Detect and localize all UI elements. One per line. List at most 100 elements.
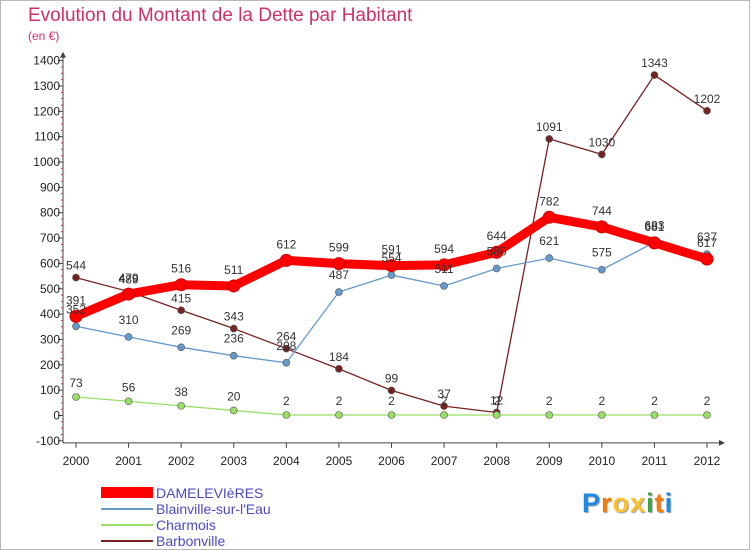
data-point-1 (72, 322, 80, 331)
data-point-3 (335, 365, 343, 373)
data-label-1: 575 (592, 246, 612, 260)
legend-label-barbonville: Barbonville (156, 533, 226, 549)
data-label-0: 599 (329, 241, 349, 255)
data-point-2 (650, 411, 659, 419)
data-point-0 (595, 220, 609, 234)
data-point-1 (335, 288, 343, 296)
x-tick-label: 2011 (642, 454, 668, 468)
y-axis-arrow-icon (60, 51, 66, 58)
data-label-0: 612 (276, 237, 296, 251)
proxiti-logo-letter: i (646, 488, 655, 518)
data-point-3 (229, 324, 238, 333)
data-label-0: 591 (381, 243, 401, 257)
y-tick-label: 800 (40, 206, 60, 220)
data-label-1: 637 (697, 230, 717, 244)
data-point-2 (387, 411, 396, 419)
proxiti-logo-letter: o (612, 488, 631, 518)
data-label-2: 2 (336, 394, 343, 408)
y-tick-label: 1300 (33, 79, 60, 93)
y-tick-label: 700 (40, 231, 60, 245)
data-label-3: 99 (385, 371, 399, 385)
data-label-1: 208 (276, 339, 296, 353)
data-point-0 (69, 309, 83, 323)
data-label-2: 2 (598, 394, 605, 408)
y-tick-label: -100 (36, 434, 60, 448)
data-label-3: 184 (329, 350, 349, 364)
legend-swatch-damelevieres (101, 487, 153, 498)
data-label-1: 554 (381, 251, 401, 265)
proxiti-logo: Proxiti (582, 488, 673, 519)
data-point-1 (124, 333, 133, 341)
data-label-2: 38 (174, 385, 188, 399)
x-tick-label: 2012 (694, 454, 721, 468)
data-label-2: 2 (441, 394, 448, 408)
legend-label-blainville: Blainville-sur-l'Eau (156, 501, 271, 517)
legend-label-charmois: Charmois (156, 517, 216, 533)
data-label-0: 744 (592, 204, 612, 218)
x-tick-label: 2004 (273, 454, 300, 468)
data-point-0 (174, 278, 188, 292)
data-label-2: 56 (122, 380, 136, 394)
x-tick-label: 2006 (378, 454, 405, 468)
data-point-1 (282, 358, 291, 367)
data-point-0 (279, 253, 293, 267)
data-point-0 (437, 258, 451, 272)
data-label-0: 479 (119, 271, 139, 285)
proxiti-logo-letter: P (582, 488, 602, 518)
data-label-3: 544 (66, 259, 86, 273)
data-label-1: 269 (171, 323, 191, 337)
y-tick-label: 100 (40, 383, 60, 397)
data-point-0 (647, 236, 661, 250)
data-label-1: 580 (487, 244, 507, 258)
data-point-2 (440, 411, 448, 419)
data-point-0 (385, 259, 398, 273)
y-tick-label: 600 (40, 256, 60, 270)
x-tick-label: 2002 (168, 454, 195, 468)
y-tick-label: 300 (40, 332, 60, 346)
y-tick-label: 200 (40, 358, 60, 372)
y-tick-label: 1000 (33, 155, 60, 169)
proxiti-logo-letter: r (601, 488, 613, 518)
data-label-2: 2 (283, 394, 290, 408)
y-tick-label: 0 (53, 409, 60, 423)
legend-swatch-barbonville (101, 540, 153, 542)
data-label-0: 617 (697, 236, 717, 250)
data-point-3 (282, 344, 291, 353)
data-label-1: 352 (66, 302, 86, 316)
data-point-0 (227, 279, 241, 293)
data-label-3: 1202 (694, 92, 721, 106)
data-point-1 (387, 271, 396, 279)
data-point-2 (124, 397, 133, 406)
data-label-3: 1343 (641, 56, 668, 70)
data-label-1: 487 (329, 268, 349, 282)
data-point-1 (545, 254, 554, 262)
x-tick-label: 2010 (588, 454, 615, 468)
data-label-2: 2 (388, 394, 395, 408)
data-label-3: 12 (490, 393, 504, 407)
data-label-2: 73 (69, 376, 83, 390)
x-tick-label: 2007 (431, 454, 458, 468)
x-axis-arrow-icon (719, 439, 725, 446)
data-point-0 (332, 257, 346, 271)
data-label-3: 37 (437, 387, 451, 401)
data-label-1: 621 (539, 234, 559, 248)
y-tick-label: 1100 (34, 130, 60, 144)
data-point-1 (177, 343, 185, 352)
x-tick-label: 2003 (220, 454, 247, 468)
proxiti-logo-letter: i (664, 488, 674, 518)
proxiti-logo-letter: t (654, 488, 665, 518)
data-label-3: 1091 (536, 120, 563, 134)
data-point-3 (545, 135, 554, 143)
data-label-0: 516 (171, 262, 191, 276)
x-tick-label: 2001 (115, 454, 142, 468)
data-label-2: 2 (493, 394, 500, 408)
data-label-3: 1030 (588, 135, 615, 149)
data-label-3: 489 (119, 273, 139, 287)
y-tick-label: 900 (40, 180, 60, 194)
data-label-0: 511 (224, 263, 243, 277)
data-label-3: 415 (171, 291, 191, 305)
data-point-0 (542, 210, 556, 224)
data-point-3 (703, 106, 711, 115)
